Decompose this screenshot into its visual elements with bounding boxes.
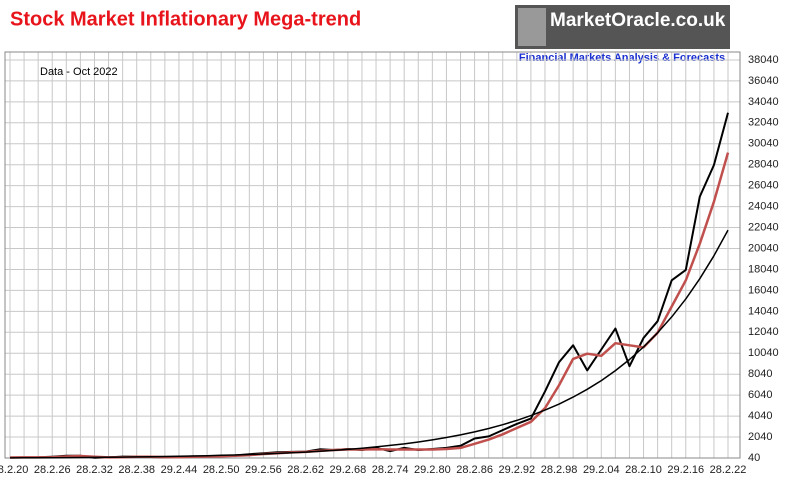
y-tick-label: 34040 xyxy=(748,96,779,108)
y-tick-label: 6040 xyxy=(748,389,772,401)
x-tick-label: 28.2.50 xyxy=(203,464,240,476)
y-tick-label: 26040 xyxy=(748,180,779,192)
x-tick-label: 28.2.20 xyxy=(0,464,28,476)
logo-text: MarketOracle.co.uk xyxy=(550,10,726,31)
x-tick-label: 29.2.80 xyxy=(414,464,451,476)
y-tick-label: 28040 xyxy=(748,159,779,171)
x-tick-label: 29.2.04 xyxy=(583,464,620,476)
x-tick-label: 29.2.44 xyxy=(161,464,198,476)
logo-box xyxy=(515,5,730,49)
y-tick-label: 40 xyxy=(748,452,760,464)
series-line xyxy=(9,229,729,459)
tagline-box xyxy=(515,50,730,64)
x-tick-label: 29.2.56 xyxy=(245,464,282,476)
tagline: Financial Markets Analysis & Forecasts xyxy=(519,52,725,64)
y-tick-label: 14040 xyxy=(748,305,779,317)
x-tick-label: 28.2.62 xyxy=(287,464,324,476)
y-tick-label: 4040 xyxy=(748,410,772,422)
x-tick-label: 29.2.68 xyxy=(330,464,367,476)
y-tick-label: 8040 xyxy=(748,368,772,380)
y-tick-label: 30040 xyxy=(748,138,779,150)
x-tick-label: 28.2.22 xyxy=(710,464,747,476)
y-tick-label: 10040 xyxy=(748,347,779,359)
y-tick-label: 20040 xyxy=(748,242,779,254)
y-tick-label: 24040 xyxy=(748,201,779,213)
logo-icon xyxy=(518,8,546,46)
y-tick-label: 12040 xyxy=(748,326,779,338)
x-tick-label: 29.2.16 xyxy=(667,464,704,476)
x-tick-label: 28.2.32 xyxy=(76,464,113,476)
plot-frame xyxy=(4,51,741,459)
chart-title: Stock Market Inflationary Mega-trend xyxy=(10,8,361,30)
series-line xyxy=(9,152,730,459)
y-tick-label: 2040 xyxy=(748,431,772,443)
y-tick-label: 16040 xyxy=(748,284,779,296)
y-tick-label: 32040 xyxy=(748,117,779,129)
y-tick-label: 18040 xyxy=(748,263,779,275)
x-tick-label: 28.2.86 xyxy=(456,464,493,476)
x-tick-label: 28.2.38 xyxy=(118,464,155,476)
y-tick-label: 36040 xyxy=(748,75,779,87)
y-tick-label: 38040 xyxy=(748,54,779,66)
x-tick-label: 29.2.92 xyxy=(498,464,535,476)
x-tick-label: 28.2.26 xyxy=(34,464,71,476)
x-tick-label: 28.2.10 xyxy=(625,464,662,476)
x-tick-label: 28.2.74 xyxy=(372,464,409,476)
y-tick-label: 22040 xyxy=(748,221,779,233)
x-tick-label: 28.2.98 xyxy=(541,464,578,476)
annotation: Data - Oct 2022 xyxy=(40,66,118,78)
